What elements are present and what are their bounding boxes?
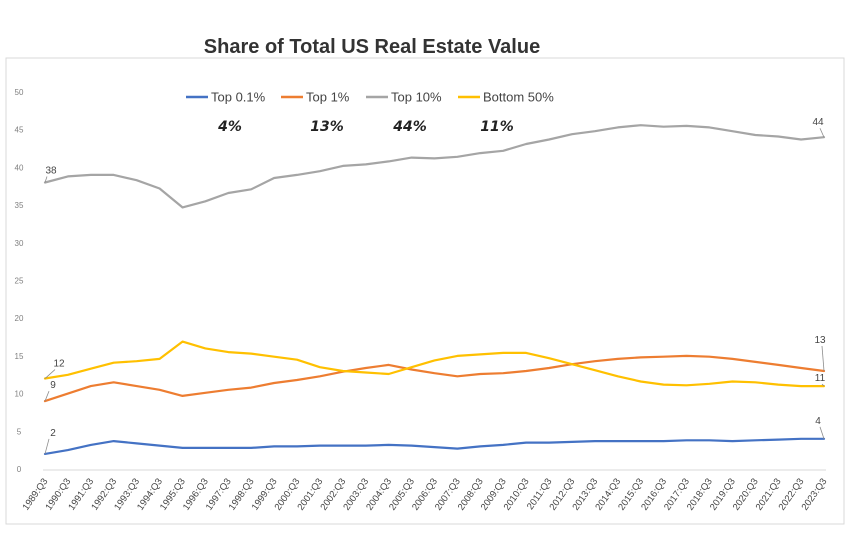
- series-line-bottom-50: [43, 340, 826, 388]
- data-label: 4: [815, 416, 821, 427]
- data-label-leader: [44, 176, 48, 183]
- y-tick-label: 45: [15, 126, 24, 135]
- data-label: 13: [814, 335, 826, 346]
- chart-title: Share of Total US Real Estate Value: [204, 36, 540, 58]
- share-annotation: 13%: [310, 119, 344, 135]
- y-tick-label: 35: [15, 201, 24, 210]
- data-label-leader: [821, 345, 825, 372]
- y-tick-label: 15: [15, 352, 24, 361]
- legend-label: Bottom 50%: [483, 90, 554, 105]
- y-tick-label: 20: [15, 314, 24, 323]
- data-label: 12: [53, 359, 65, 370]
- y-tick-label: 25: [15, 277, 24, 286]
- legend-label: Top 10%: [391, 90, 442, 105]
- series-line-top-10: [43, 124, 826, 209]
- y-tick-label: 40: [15, 163, 24, 172]
- y-tick-label: 30: [15, 239, 24, 248]
- y-tick-label: 10: [15, 390, 24, 399]
- y-tick-label: 50: [15, 88, 24, 97]
- y-tick-label: 5: [17, 427, 22, 436]
- data-label-leader: [44, 438, 50, 455]
- legend-label: Top 0.1%: [211, 90, 266, 105]
- share-annotation: 44%: [392, 119, 427, 135]
- data-label-leader: [44, 390, 50, 402]
- data-label-leader: [821, 383, 825, 387]
- series-line-top-0-1: [43, 437, 826, 455]
- data-label: 11: [815, 373, 826, 384]
- share-annotation: 4%: [217, 119, 242, 135]
- data-label-leader: [819, 128, 825, 138]
- data-label-leader: [819, 426, 825, 439]
- data-label-leader: [44, 369, 56, 379]
- data-label: 9: [50, 380, 56, 391]
- y-tick-label: 0: [17, 465, 22, 474]
- series-line-top-1: [43, 354, 826, 403]
- share-annotation: 11%: [480, 119, 514, 135]
- data-label: 2: [50, 428, 56, 439]
- data-label: 38: [45, 165, 57, 176]
- data-label: 44: [812, 117, 824, 128]
- legend-label: Top 1%: [306, 90, 350, 105]
- chart-border: [5, 57, 845, 525]
